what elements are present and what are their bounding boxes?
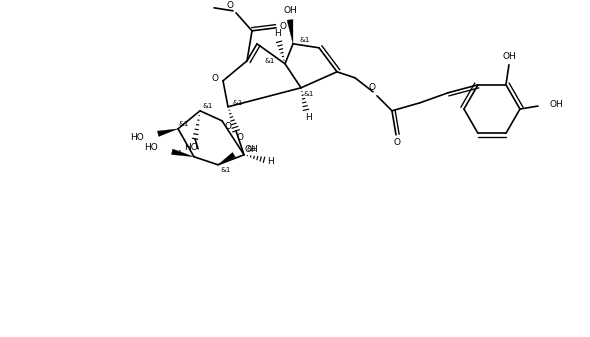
Text: &1: &1 [179,121,189,127]
Text: O: O [227,1,234,10]
Text: &1: &1 [203,103,213,109]
Text: O: O [280,22,287,31]
Polygon shape [172,149,194,157]
Text: O: O [369,83,375,92]
Text: OH: OH [244,145,258,154]
Text: &1: &1 [247,146,257,152]
Text: OH: OH [283,6,297,15]
Text: O: O [212,74,218,83]
Text: &1: &1 [304,91,314,97]
Polygon shape [158,129,178,136]
Text: HO: HO [130,133,144,142]
Polygon shape [287,20,293,44]
Text: &1: &1 [265,58,275,64]
Text: O: O [225,122,231,131]
Text: &1: &1 [300,37,310,43]
Text: &1: &1 [221,167,231,173]
Text: O: O [237,133,244,142]
Text: OH: OH [550,99,563,109]
Text: HO: HO [145,143,158,152]
Text: H: H [267,157,273,166]
Text: HO: HO [184,143,198,152]
Polygon shape [218,152,235,165]
Text: O: O [394,138,401,147]
Text: H: H [274,29,280,38]
Text: OH: OH [502,52,516,61]
Text: &1: &1 [173,150,183,156]
Text: H: H [306,113,312,122]
Text: &1: &1 [233,100,243,106]
